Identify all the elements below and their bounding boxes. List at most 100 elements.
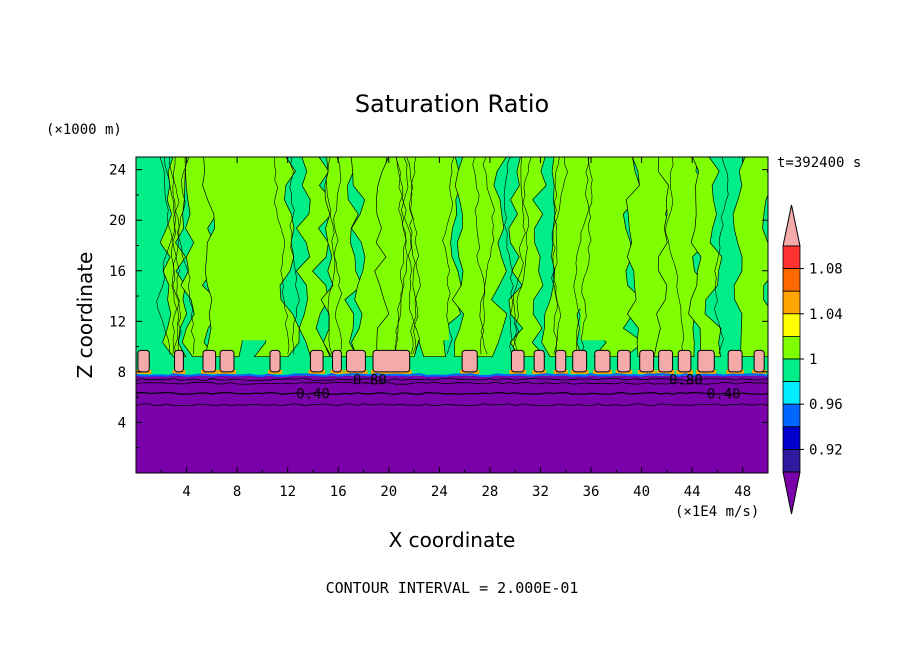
supersat-blob: [372, 349, 411, 373]
contour-line: [325, 157, 343, 355]
contour-interval-note: CONTOUR INTERVAL = 2.000E-01: [326, 579, 579, 597]
supersat-blob: [555, 349, 567, 373]
x-tick-label: 48: [734, 484, 751, 500]
contour-line: [714, 157, 729, 355]
y-tick-label: 20: [109, 213, 126, 229]
supersat-blob: [174, 349, 184, 373]
supersat-blob: [639, 349, 655, 373]
y-axis: 4 8 12 16 20 24: [109, 163, 768, 449]
contour-line: [273, 157, 290, 355]
y-unit-label: (×1000 m): [46, 122, 122, 138]
x-tick-label: 44: [684, 484, 701, 500]
supersat-blob: [202, 349, 217, 373]
contour-line: [503, 157, 514, 355]
dry-contour-line: [136, 391, 768, 395]
contour-line: [169, 157, 180, 355]
dry-contour-line: [136, 378, 768, 381]
colorbar-label: 1: [809, 352, 817, 368]
contour-line: [395, 157, 419, 355]
contour-line: [665, 157, 685, 355]
contour-label: 0.40: [296, 386, 330, 402]
x-tick-label: 20: [380, 484, 397, 500]
y-tick-label: 4: [118, 415, 126, 431]
moist-column: [320, 157, 363, 358]
contour-line: [176, 157, 195, 355]
contour-line: [327, 157, 342, 355]
contour-label: 0.80: [669, 372, 703, 388]
time-label: t=392400 s: [777, 155, 861, 171]
x-axis-label: X coordinate: [389, 528, 516, 552]
contour-line: [404, 157, 421, 355]
moist-region: [391, 157, 449, 341]
supersat-blob: [753, 349, 765, 373]
moist-region: [580, 157, 623, 341]
colorbar-bottom-arrow: [782, 471, 801, 515]
colorbar: 1.08 1.04 1 0.96 0.92: [782, 204, 843, 515]
supersat-blob: [137, 349, 150, 373]
contour-line: [551, 157, 568, 355]
supersat-blob: [332, 349, 342, 373]
contour-line: [472, 157, 488, 355]
colorbar-band: [782, 268, 801, 292]
colorbar-label: 1.04: [809, 307, 843, 323]
supersat-blob: [461, 349, 478, 373]
x-unit-label: (×1E4 m/s): [675, 504, 759, 520]
contour-line: [394, 157, 409, 355]
x-tick-label: 16: [330, 484, 347, 500]
contour-line: [573, 157, 593, 355]
contour-line: [156, 157, 177, 355]
supersat-blob: [617, 349, 631, 373]
contour-line: [442, 157, 455, 355]
supersat-blob: [697, 349, 715, 373]
dry-contour-line: [136, 403, 768, 407]
contour-line: [513, 157, 526, 355]
supersat-blob: [727, 349, 743, 373]
contour-line: [479, 157, 495, 355]
y-tick-label: 24: [109, 163, 126, 179]
supersat-blob: [309, 349, 324, 373]
supersat-blob: [533, 349, 545, 373]
colorbar-label: 0.96: [809, 397, 843, 413]
y-tick-label: 16: [109, 264, 126, 280]
chart-title: Saturation Ratio: [355, 90, 549, 118]
colorbar-band: [782, 448, 801, 473]
plot-frame: [135, 156, 769, 474]
colorbar-top-arrow: [782, 204, 801, 247]
y-axis-label: Z coordinate: [73, 252, 97, 379]
x-tick-label: 28: [481, 484, 498, 500]
contour-line: [157, 157, 180, 355]
contour-label: 0.80: [353, 372, 387, 388]
plot-area: 0.800.400.800.40: [136, 157, 768, 473]
supersat-blob: [677, 349, 692, 373]
contour-line: [170, 157, 182, 355]
contour-line: [289, 157, 300, 355]
supersat-blob: [269, 349, 281, 373]
x-tick-label: 40: [633, 484, 650, 500]
x-tick-label: 12: [279, 484, 296, 500]
moist-column: [732, 157, 768, 358]
colorbar-label: 1.08: [809, 262, 843, 278]
x-tick-label: 32: [532, 484, 549, 500]
x-tick-label: 24: [431, 484, 448, 500]
x-tick-label: 36: [583, 484, 600, 500]
moist-column: [688, 157, 723, 358]
supersat-blob: [658, 349, 674, 373]
contour-line: [393, 157, 408, 355]
moist-region: [218, 157, 272, 341]
supersat-blob: [510, 349, 525, 373]
dry-layer: [136, 375, 768, 473]
colorbar-label: 0.92: [809, 442, 843, 458]
contour-line: [580, 157, 592, 355]
y-tick-label: 12: [109, 314, 126, 330]
x-tick-label: 4: [182, 484, 190, 500]
colorbar-band: [782, 426, 801, 450]
dry-contour-line: [136, 381, 768, 385]
contour-line: [513, 157, 534, 355]
contour-label: 0.40: [707, 386, 741, 402]
supersat-blob: [219, 349, 235, 373]
colorbar-band: [782, 358, 801, 383]
contour-line: [553, 157, 560, 355]
interface-line: [136, 372, 768, 378]
colorbar-band: [782, 403, 801, 428]
